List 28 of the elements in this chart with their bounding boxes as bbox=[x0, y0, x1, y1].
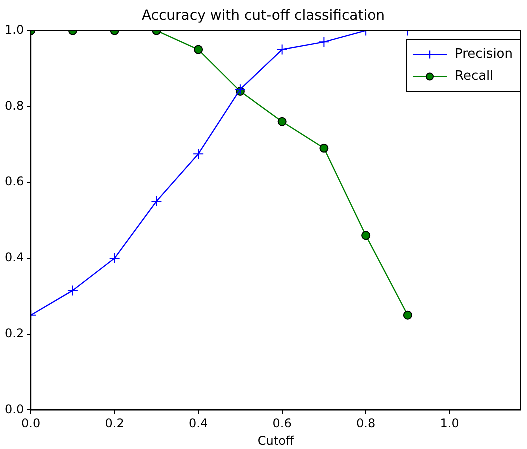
point bbox=[403, 310, 412, 320]
x-tick-label: 1.0 bbox=[440, 416, 460, 431]
y-tick-label: 1.0 bbox=[4, 22, 24, 37]
y-tick-label: 0.4 bbox=[4, 250, 24, 265]
point bbox=[318, 36, 330, 48]
y-tick-label: 0.0 bbox=[4, 402, 24, 416]
point bbox=[67, 285, 78, 296]
point bbox=[320, 144, 329, 153]
point bbox=[109, 252, 120, 264]
y-tick-label: 0.8 bbox=[4, 98, 24, 113]
x-axis-title: Cutoff bbox=[258, 434, 295, 448]
point bbox=[194, 45, 204, 54]
x-tick-label: 0.2 bbox=[105, 416, 124, 431]
x-tick-label: 0.6 bbox=[272, 416, 292, 431]
point bbox=[362, 231, 371, 240]
x-tick-label: 0.4 bbox=[189, 416, 208, 431]
point bbox=[278, 117, 287, 126]
point bbox=[193, 148, 204, 160]
x-tick-label: 0.0 bbox=[22, 416, 41, 431]
x-tick-label: 0.8 bbox=[356, 416, 376, 431]
point bbox=[276, 44, 288, 56]
legend-label: Recall bbox=[454, 69, 494, 84]
chart-title: Accuracy with cut-off classification bbox=[142, 8, 386, 24]
y-tick-label: 0.2 bbox=[4, 326, 24, 340]
legend-label: Precision bbox=[454, 47, 514, 62]
y-tick-label: 0.6 bbox=[4, 174, 24, 189]
point bbox=[151, 196, 162, 208]
point bbox=[234, 84, 246, 96]
